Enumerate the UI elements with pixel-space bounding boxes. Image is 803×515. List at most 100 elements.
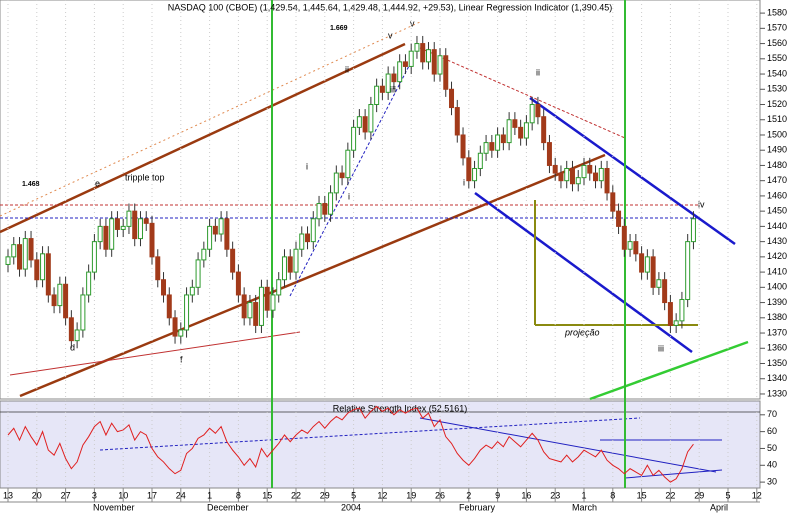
candle-body: [529, 104, 535, 124]
candle-body: [397, 61, 403, 83]
candle-body: [391, 73, 397, 83]
candle-body: [63, 283, 69, 319]
month-label: December: [207, 502, 249, 512]
candle-body: [80, 294, 86, 331]
candle-body: [114, 218, 120, 230]
candle-body: [420, 43, 426, 63]
candle-body: [247, 302, 253, 319]
candle-body: [218, 218, 224, 235]
y-tick-label: 1370: [767, 327, 787, 337]
candle-body: [650, 256, 656, 288]
candle-body: [564, 167, 570, 182]
y-tick-label: 1570: [767, 23, 787, 33]
y-tick-label: 1470: [767, 175, 787, 185]
candle-body: [333, 172, 339, 194]
candle-body: [633, 241, 639, 255]
candle-body: [437, 55, 443, 75]
annotation: v: [410, 18, 415, 28]
candle-body: [230, 248, 236, 273]
candle-body: [17, 244, 23, 270]
candle-body: [235, 271, 241, 296]
candle-body: [627, 241, 633, 250]
annotations: 1.669 1.468 e tripple top d f i i ii iii…: [22, 18, 705, 364]
candle-body: [523, 122, 529, 139]
candle-body: [639, 253, 645, 273]
candle-body: [305, 233, 311, 243]
candle-body: [616, 210, 622, 227]
candle-body: [86, 271, 92, 296]
candle-body: [276, 279, 282, 296]
candle-body: [293, 248, 299, 273]
y-tick-label: 1580: [767, 7, 787, 17]
y-tick-label: 1330: [767, 388, 787, 398]
candle-body: [512, 119, 518, 128]
annotation: iii: [390, 84, 396, 94]
x-tick-label: 23: [550, 490, 560, 500]
candle-body: [97, 225, 103, 243]
candle-body: [662, 279, 668, 304]
candle-body: [483, 142, 489, 154]
candle-body: [241, 294, 247, 319]
month-label: November: [93, 502, 135, 512]
candle-body: [281, 256, 287, 281]
x-tick-label: 3: [92, 490, 97, 500]
candle-body: [264, 286, 270, 311]
x-tick-label: 5: [351, 490, 356, 500]
candle-body: [685, 241, 691, 301]
candle-body: [356, 116, 362, 128]
chart-title: NASDAQ 100 (CBOE) (1,429.54, 1,445.64, 1…: [168, 2, 613, 12]
candle-body: [621, 225, 627, 250]
month-label: February: [459, 502, 496, 512]
candle-body: [690, 218, 696, 243]
candle-body: [449, 88, 455, 109]
candle-body: [172, 317, 178, 337]
x-tick-label: 8: [236, 490, 241, 500]
candle-body: [109, 218, 115, 250]
x-tick-label: 12: [752, 490, 762, 500]
candle-body: [22, 238, 28, 270]
annotation: tripple top: [125, 172, 165, 182]
x-tick-label: 29: [320, 490, 330, 500]
candle-body: [316, 203, 322, 220]
y-tick-label: 1380: [767, 312, 787, 322]
candle-body: [161, 279, 167, 296]
x-tick-label: 2: [466, 490, 471, 500]
candle-body: [143, 218, 149, 224]
annotation: f: [180, 354, 183, 364]
candle-body: [408, 50, 414, 67]
y-tick-label: 40: [767, 460, 777, 470]
annotation: i: [463, 177, 465, 187]
annotation: v: [388, 30, 393, 40]
y-tick-label: 1520: [767, 99, 787, 109]
candle-body: [546, 142, 552, 166]
candle-body: [362, 116, 368, 133]
y-tick-label: 1460: [767, 190, 787, 200]
candle-body: [287, 256, 293, 273]
candle-body: [552, 164, 558, 174]
candle-body: [379, 85, 385, 93]
candle-body: [587, 164, 593, 174]
y-tick-label: 1480: [767, 160, 787, 170]
x-tick-label: 26: [435, 490, 445, 500]
candle-body: [472, 167, 478, 182]
candle-body: [328, 192, 334, 215]
x-tick-label: 19: [406, 490, 416, 500]
y-tick-label: 1490: [767, 145, 787, 155]
annotation: e: [95, 178, 100, 188]
y-tick-label: 1550: [767, 53, 787, 63]
candle-body: [178, 329, 184, 337]
annotation: iv: [698, 199, 705, 209]
y-tick-label: 1430: [767, 236, 787, 246]
candle-body: [351, 126, 357, 151]
candle-body: [45, 253, 51, 296]
candle-body: [212, 225, 218, 235]
candle-body: [126, 210, 132, 227]
y-tick-label: 1530: [767, 84, 787, 94]
x-tick-label: 13: [3, 490, 13, 500]
candle-body: [155, 256, 161, 281]
y-tick-label: 1510: [767, 114, 787, 124]
candle-body: [656, 279, 662, 288]
x-tick-label: 22: [665, 490, 675, 500]
candle-body: [195, 259, 201, 288]
month-label: April: [710, 502, 728, 512]
